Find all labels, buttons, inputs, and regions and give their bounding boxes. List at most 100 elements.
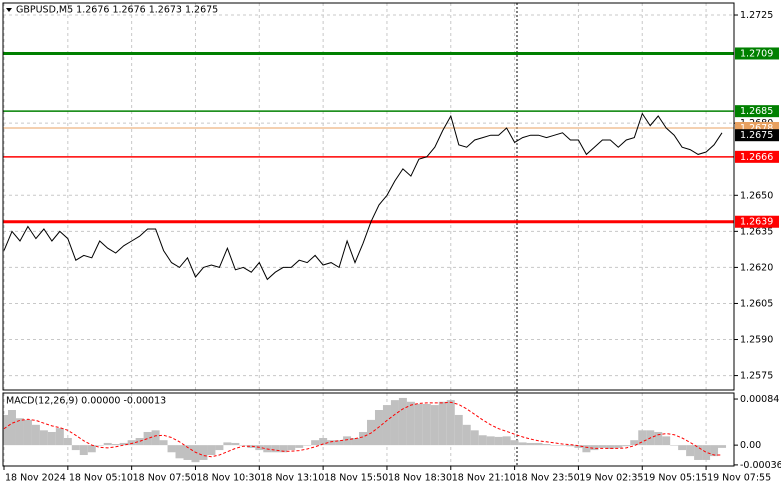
macd-bar: [494, 436, 503, 446]
macd-bar: [231, 442, 240, 446]
macd-bar: [207, 445, 216, 456]
macd-bar: [295, 445, 304, 448]
y-tick-label: 1.2605: [740, 298, 773, 309]
macd-bar: [630, 440, 639, 446]
macd-bar: [558, 445, 567, 446]
macd-bar: [311, 440, 320, 446]
macd-bar: [39, 430, 48, 446]
macd-bar: [534, 442, 543, 446]
level-label: 1.2639: [740, 217, 773, 228]
y-tick-label: 1.2620: [740, 262, 773, 273]
y-tick-label: 0.00084: [740, 394, 779, 405]
macd-bar: [199, 445, 208, 460]
macd-bar: [215, 445, 224, 451]
price-frame: [2, 2, 735, 391]
macd-bar: [135, 438, 144, 446]
chart-title: GBPUSD,M5 1.2676 1.2676 1.2673 1.2675: [16, 5, 218, 16]
y-tick-label: -0.00036: [740, 460, 781, 471]
macd-bar: [390, 400, 399, 446]
macd-bar: [702, 445, 711, 460]
macd-bar: [598, 445, 607, 448]
macd-bar: [223, 442, 232, 446]
x-tick-label: 18 Nov 13:10: [260, 473, 324, 484]
macd-bar: [478, 435, 487, 446]
macd-bar: [47, 431, 56, 446]
macd-frame: [2, 392, 735, 467]
y-tick-label: 1.2590: [740, 335, 773, 346]
macd-bar: [343, 436, 352, 446]
macd-panel: [3, 397, 727, 463]
macd-bar: [694, 445, 703, 460]
macd-bar: [15, 418, 24, 446]
macd-bar: [3, 414, 8, 446]
macd-bar: [662, 436, 671, 446]
macd-bar: [614, 445, 623, 448]
macd-bar: [582, 445, 591, 453]
macd-bar: [271, 445, 280, 453]
last-price-box: [735, 129, 779, 142]
macd-bar: [351, 438, 360, 446]
macd-bar: [287, 445, 296, 451]
x-tick-label: 18 Nov 18:30: [388, 473, 452, 484]
x-tick-label: 19 Nov 05:15: [643, 473, 707, 484]
macd-bar: [159, 440, 168, 446]
level-label-box: [735, 215, 779, 228]
macd-bar: [574, 445, 583, 448]
signal-line: [3, 401, 722, 458]
macd-bar: [382, 405, 391, 446]
level-label: 1.2666: [740, 152, 773, 163]
macd-bar: [55, 428, 64, 446]
macd-bar: [526, 442, 535, 446]
x-tick-label: 18 Nov 15:50: [324, 473, 388, 484]
macd-bar: [446, 400, 455, 446]
level-label-box: [735, 150, 779, 163]
macd-bar: [518, 442, 527, 446]
last-price-label: 1.2675: [740, 130, 773, 141]
macd-bar: [63, 438, 72, 446]
x-tick-label: 18 Nov 05:10: [69, 473, 133, 484]
macd-bar: [335, 440, 344, 446]
x-tick-label: 18 Nov 10:30: [196, 473, 260, 484]
macd-bar: [414, 403, 423, 446]
level-label-box: [735, 105, 779, 118]
x-tick-label: 18 Nov 2024: [5, 473, 66, 484]
macd-bar: [167, 445, 176, 453]
x-tick-label: 18 Nov 07:50: [133, 473, 197, 484]
macd-bar: [510, 440, 519, 446]
macd-bar: [79, 445, 88, 456]
macd-bar: [462, 424, 471, 446]
x-tick-label: 19 Nov 07:55: [707, 473, 771, 484]
axis-layer: 1.27251.26801.26501.26351.26201.26051.25…: [3, 10, 781, 484]
macd-bar: [7, 410, 16, 446]
macd-bar: [87, 445, 96, 453]
macd-bar: [183, 445, 192, 460]
y-tick-label: 1.2575: [740, 371, 773, 382]
macd-bar: [606, 445, 615, 449]
macd-bar: [103, 442, 112, 446]
macd-bar: [303, 445, 312, 446]
macd-bar: [622, 445, 631, 447]
macd-bar: [127, 440, 136, 446]
macd-bar: [550, 445, 559, 446]
price-line: [3, 112, 723, 281]
macd-bar: [143, 431, 152, 446]
macd-bar: [398, 397, 407, 446]
level-label-box: [735, 47, 779, 60]
level-label: 1.2709: [740, 48, 773, 59]
x-tick-label: 18 Nov 23:50: [516, 473, 580, 484]
macd-bar: [678, 445, 687, 451]
macd-bar: [71, 445, 80, 451]
y-tick-label: 1.2725: [740, 10, 773, 21]
macd-bar: [710, 445, 719, 457]
macd-bar: [454, 414, 463, 446]
grid-layer: [3, 3, 734, 466]
macd-bar: [95, 445, 104, 446]
macd-bar: [438, 401, 447, 446]
macd-bar: [175, 445, 184, 459]
macd-title: MACD(12,26,9) 0.00000 -0.00013: [6, 396, 166, 407]
macd-bar: [359, 431, 368, 446]
macd-bar: [430, 405, 439, 446]
macd-bar: [422, 403, 431, 446]
macd-bar: [279, 445, 288, 453]
